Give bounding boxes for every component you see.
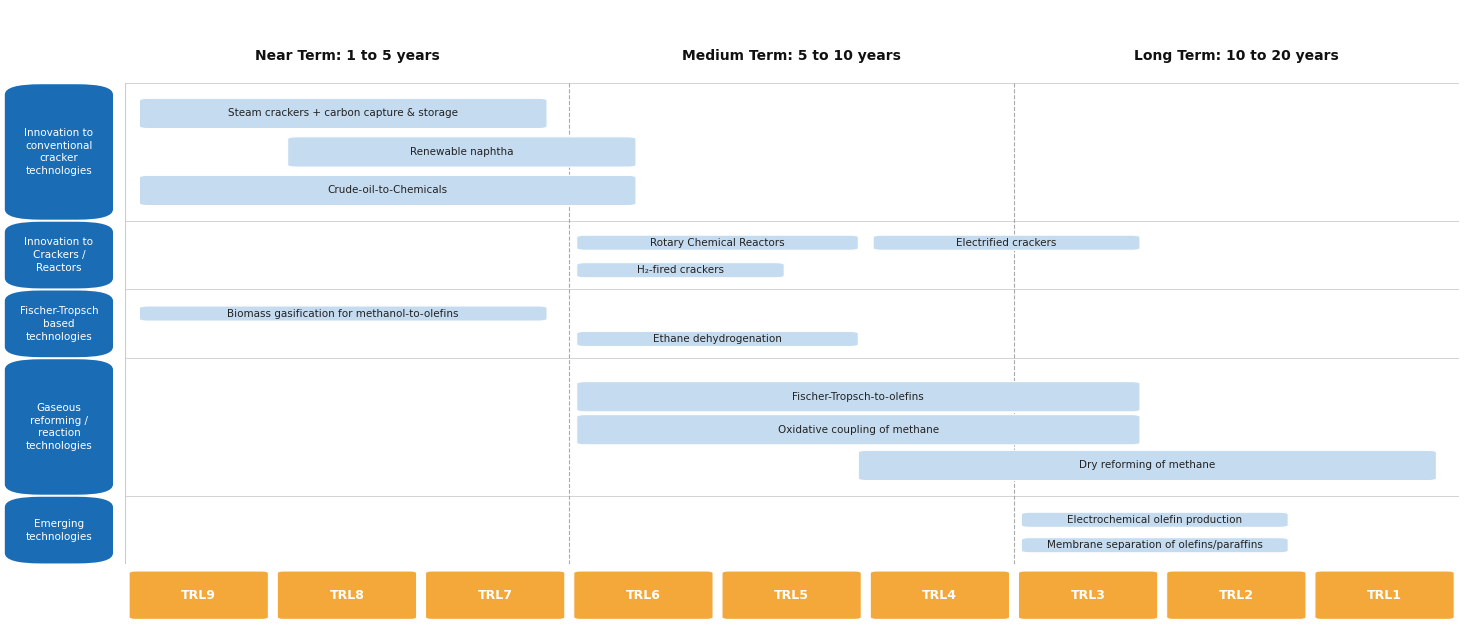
FancyBboxPatch shape	[139, 306, 547, 321]
FancyBboxPatch shape	[4, 497, 113, 563]
FancyBboxPatch shape	[287, 137, 636, 167]
Text: TRL1: TRL1	[1368, 589, 1401, 602]
Text: Biomass gasification for methanol-to-olefins: Biomass gasification for methanol-to-ole…	[227, 308, 459, 319]
Text: Membrane separation of olefins/paraffins: Membrane separation of olefins/paraffins	[1047, 540, 1262, 550]
FancyBboxPatch shape	[425, 571, 564, 620]
FancyBboxPatch shape	[4, 84, 113, 220]
FancyBboxPatch shape	[1019, 571, 1158, 620]
Text: TRL9: TRL9	[182, 589, 216, 602]
FancyBboxPatch shape	[871, 571, 1010, 620]
Text: Gaseous
reforming /
reaction
technologies: Gaseous reforming / reaction technologie…	[25, 403, 92, 451]
FancyBboxPatch shape	[1167, 571, 1306, 620]
FancyBboxPatch shape	[576, 415, 1141, 445]
FancyBboxPatch shape	[139, 175, 636, 205]
Text: Emerging
technologies: Emerging technologies	[25, 518, 92, 541]
Text: TRL6: TRL6	[626, 589, 661, 602]
FancyBboxPatch shape	[721, 571, 862, 620]
Text: TRL3: TRL3	[1070, 589, 1105, 602]
Text: Fischer-Tropsch
based
technologies: Fischer-Tropsch based technologies	[19, 306, 98, 342]
FancyBboxPatch shape	[1315, 571, 1454, 620]
FancyBboxPatch shape	[1022, 538, 1289, 553]
FancyBboxPatch shape	[1022, 512, 1289, 527]
Text: Steam crackers + carbon capture & storage: Steam crackers + carbon capture & storag…	[229, 108, 459, 118]
Text: TRL2: TRL2	[1218, 589, 1253, 602]
Text: Innovation to
conventional
cracker
technologies: Innovation to conventional cracker techn…	[25, 128, 94, 176]
FancyBboxPatch shape	[4, 359, 113, 495]
FancyBboxPatch shape	[277, 571, 416, 620]
FancyBboxPatch shape	[573, 571, 712, 620]
Text: Electrochemical olefin production: Electrochemical olefin production	[1067, 515, 1242, 525]
Text: Crude-oil-to-Chemicals: Crude-oil-to-Chemicals	[328, 186, 447, 195]
FancyBboxPatch shape	[576, 381, 1141, 412]
FancyBboxPatch shape	[139, 99, 547, 129]
Text: Renewable naphtha: Renewable naphtha	[410, 147, 513, 157]
Text: Ethane dehydrogenation: Ethane dehydrogenation	[652, 334, 781, 344]
Text: TRL4: TRL4	[922, 589, 957, 602]
Text: TRL7: TRL7	[478, 589, 513, 602]
Text: Long Term: 10 to 20 years: Long Term: 10 to 20 years	[1135, 49, 1338, 63]
Text: Near Term: 1 to 5 years: Near Term: 1 to 5 years	[255, 49, 440, 63]
Text: H₂-fired crackers: H₂-fired crackers	[636, 265, 724, 275]
FancyBboxPatch shape	[858, 451, 1437, 481]
FancyBboxPatch shape	[576, 262, 784, 278]
Text: Innovation to
Crackers /
Reactors: Innovation to Crackers / Reactors	[25, 237, 94, 273]
FancyBboxPatch shape	[4, 291, 113, 357]
FancyBboxPatch shape	[874, 235, 1141, 250]
Text: Dry reforming of methane: Dry reforming of methane	[1079, 460, 1215, 470]
Text: Fischer-Tropsch-to-olefins: Fischer-Tropsch-to-olefins	[793, 392, 924, 402]
Text: Oxidative coupling of methane: Oxidative coupling of methane	[778, 425, 938, 435]
FancyBboxPatch shape	[576, 235, 858, 250]
Text: Medium Term: 5 to 10 years: Medium Term: 5 to 10 years	[682, 49, 902, 63]
Text: Rotary Chemical Reactors: Rotary Chemical Reactors	[651, 237, 784, 248]
FancyBboxPatch shape	[129, 571, 268, 620]
Text: TRL8: TRL8	[330, 589, 365, 602]
FancyBboxPatch shape	[4, 221, 113, 289]
Text: TRL5: TRL5	[774, 589, 809, 602]
Text: Electrified crackers: Electrified crackers	[956, 237, 1057, 248]
FancyBboxPatch shape	[576, 332, 858, 346]
